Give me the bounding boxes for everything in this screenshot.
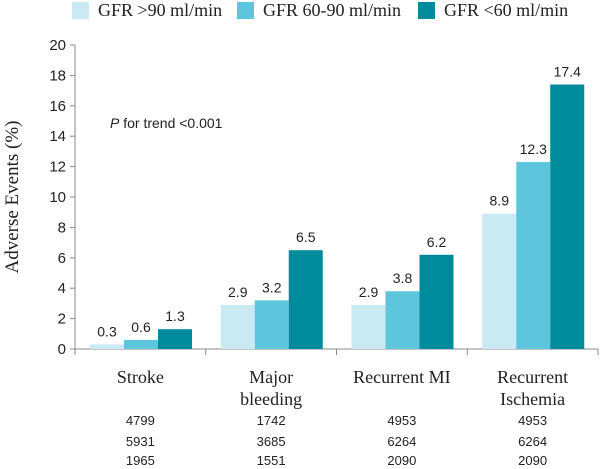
y-tick-label: 18	[49, 67, 66, 84]
data-label: 3.2	[262, 279, 282, 295]
data-label: 2.9	[359, 284, 379, 300]
bar-2-series-1	[220, 304, 255, 349]
y-tick-label: 10	[49, 189, 66, 206]
bar-1-series-3	[158, 329, 192, 349]
y-tick-label: 8	[58, 219, 66, 236]
patient-count: 2090	[518, 453, 547, 468]
y-tick-label: 2	[58, 311, 66, 328]
y-tick-label: 16	[49, 98, 66, 115]
category-label-line2: Ischemia	[500, 389, 565, 409]
data-label: 12.3	[520, 141, 547, 157]
category-label: Recurrent	[497, 367, 568, 387]
data-label: 1.3	[165, 308, 185, 324]
data-label: 6.2	[427, 234, 447, 250]
legend-label-3: GFR <60 ml/min	[444, 0, 568, 20]
bar-4-series-3	[550, 84, 585, 350]
bar-2-series-3	[288, 250, 323, 349]
y-axis-title: Adverse Events (%)	[2, 120, 23, 273]
patient-count: 3685	[257, 434, 286, 449]
category-label: Recurrent MI	[353, 367, 450, 387]
patient-count: 6264	[387, 434, 416, 449]
patient-count: 1965	[126, 453, 155, 468]
data-label: 3.8	[393, 270, 413, 286]
bar-3-series-2	[385, 291, 420, 349]
y-tick-label: 6	[58, 250, 66, 267]
data-label: 2.9	[228, 284, 248, 300]
data-label: 0.6	[131, 319, 151, 335]
data-label: 17.4	[554, 64, 581, 80]
legend-label-1: GFR >90 ml/min	[98, 0, 222, 20]
trend-annotation-text: for trend <0.001	[119, 115, 222, 131]
category-label: Stroke	[117, 367, 164, 387]
patient-count: 4953	[518, 413, 547, 428]
legend-swatch-1	[72, 2, 89, 19]
y-tick-label: 4	[58, 280, 66, 297]
bar-4-series-1	[482, 213, 517, 349]
bar-1-series-2	[124, 339, 158, 349]
y-tick-label: 14	[49, 128, 66, 145]
data-label: 6.5	[296, 229, 316, 245]
patient-count: 1551	[257, 453, 286, 468]
data-label: 8.9	[490, 193, 510, 209]
y-tick-label: 12	[49, 159, 66, 176]
bar-4-series-2	[516, 162, 551, 349]
patient-count: 1742	[257, 413, 286, 428]
patient-count: 4953	[387, 413, 416, 428]
bar-1-series-1	[90, 344, 124, 349]
bar-3-series-1	[351, 304, 386, 349]
patient-count: 4799	[126, 413, 155, 428]
y-tick-label: 0	[58, 341, 66, 358]
y-tick-label: 20	[49, 37, 66, 54]
bar-3-series-3	[419, 254, 454, 349]
legend-swatch-2	[237, 2, 254, 19]
patient-count: 6264	[518, 434, 547, 449]
patient-count: 5931	[126, 434, 155, 449]
category-label: Major	[249, 367, 293, 387]
category-label-line2: bleeding	[240, 389, 302, 409]
patient-count: 2090	[387, 453, 416, 468]
data-label: 0.3	[97, 323, 117, 339]
trend-annotation-p: P	[110, 115, 120, 131]
legend-swatch-3	[418, 2, 435, 19]
trend-annotation: P for trend <0.001	[110, 115, 223, 131]
bar-2-series-2	[254, 300, 289, 349]
legend-label-2: GFR 60-90 ml/min	[263, 0, 401, 20]
